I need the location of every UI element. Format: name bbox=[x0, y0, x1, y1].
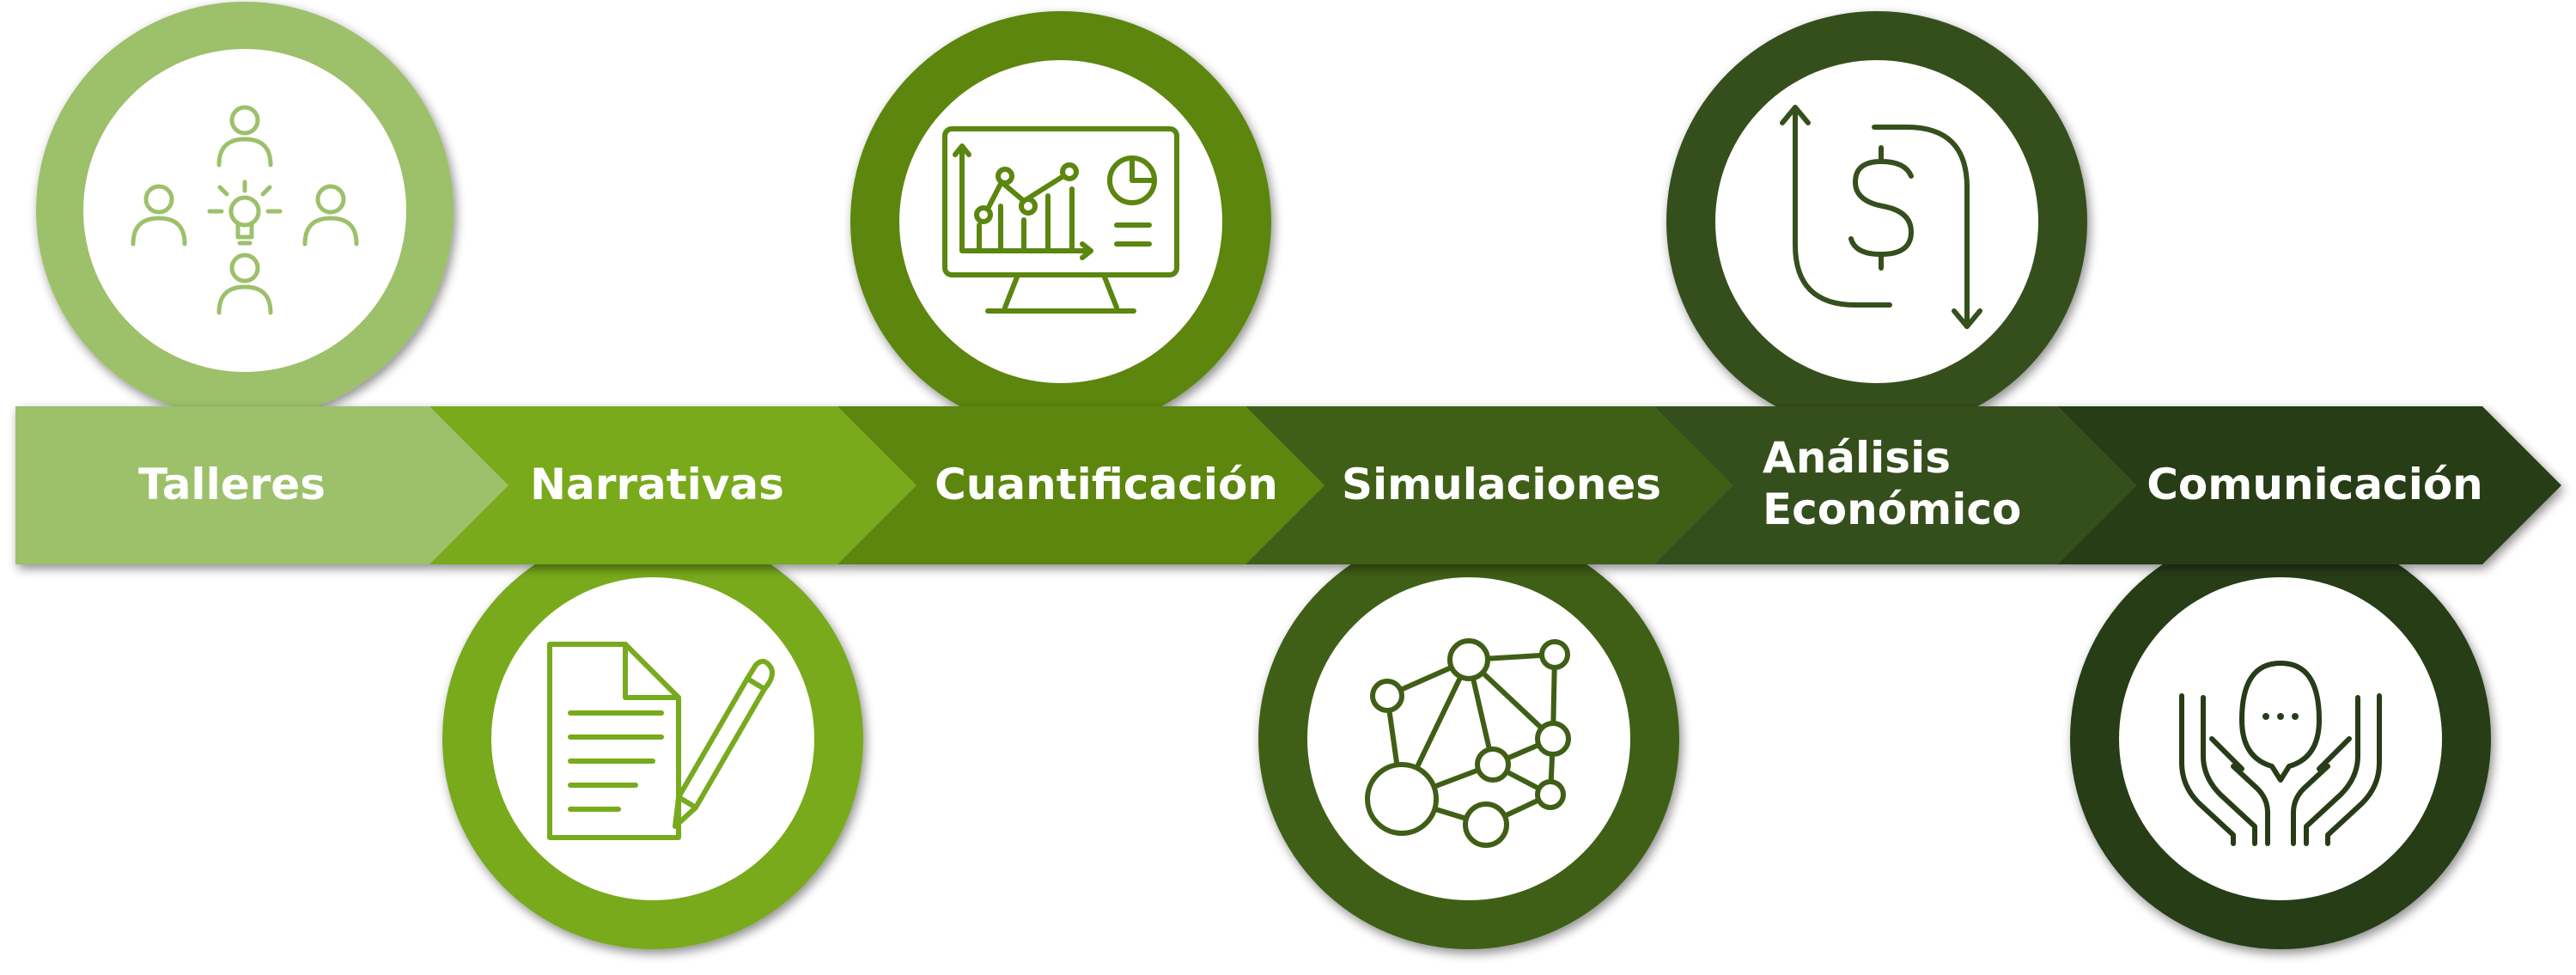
step-4-circle bbox=[1258, 528, 1679, 949]
document-pencil-icon bbox=[547, 642, 775, 840]
workshop-people-idea-icon bbox=[131, 105, 359, 315]
step-6-circle bbox=[2070, 528, 2491, 949]
step-5-label: Análisis Económico bbox=[1763, 433, 2021, 534]
hands-speech-bubble-icon bbox=[2179, 661, 2382, 846]
step-4-chevron bbox=[1245, 406, 1733, 564]
step-4-label: Simulaciones bbox=[1342, 460, 1661, 509]
step-2-label: Narrativas bbox=[530, 460, 784, 509]
step-2-chevron bbox=[429, 406, 917, 564]
step-3-label-line-1: Cuantificación bbox=[935, 460, 1278, 509]
step-6-label: Comunicación bbox=[2147, 460, 2483, 509]
step-1-chevron bbox=[15, 406, 509, 564]
step-2-label-line-1: Narrativas bbox=[530, 460, 784, 509]
step-1-circle bbox=[36, 2, 454, 419]
step-6-label-line-1: Comunicación bbox=[2147, 460, 2483, 509]
dollar-arrows-icon bbox=[1780, 105, 1982, 329]
step-5-circle bbox=[1666, 11, 2087, 432]
step-3-label: Cuantificación bbox=[935, 460, 1278, 509]
step-5-label-line-2: Económico bbox=[1763, 484, 2021, 534]
network-nodes-icon bbox=[1365, 638, 1571, 848]
step-1-label: Talleres bbox=[138, 460, 326, 509]
monitor-chart-icon bbox=[942, 126, 1179, 314]
step-1-label-line-1: Talleres bbox=[138, 460, 326, 509]
step-4-label-line-1: Simulaciones bbox=[1342, 460, 1661, 509]
step-5-chevron bbox=[1653, 406, 2136, 564]
step-6-chevron bbox=[2057, 406, 2561, 564]
step-3-chevron bbox=[837, 406, 1325, 564]
step-3-circle bbox=[850, 11, 1271, 432]
step-5-label-line-1: Análisis bbox=[1763, 433, 1951, 483]
